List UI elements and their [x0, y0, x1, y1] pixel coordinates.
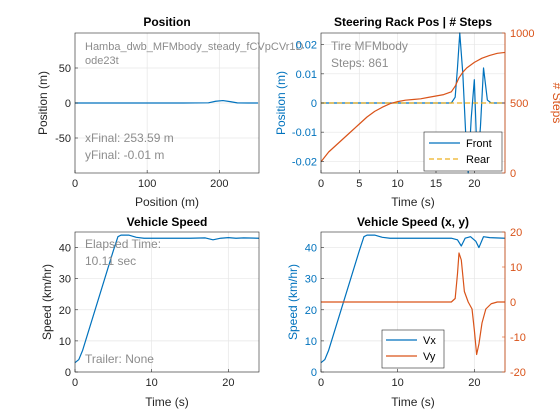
steering-plot-area [320, 32, 506, 174]
position-ytick-label-0: -50 [55, 133, 71, 145]
speed-ytick-label-1: 10 [59, 336, 71, 348]
speed_xy-ytick-right-label-2: 0 [510, 297, 516, 309]
speed-ytick-label-4: 40 [59, 243, 71, 255]
speed-elapsed-value: 10.11 sec [85, 254, 136, 268]
speed_xy-ytick-right-label-4: 20 [510, 227, 522, 239]
speed-series-0 [74, 234, 260, 364]
position-ytick-label-2: 50 [59, 63, 71, 75]
position-plot-area [75, 99, 258, 104]
speedxy-ticks: 0 10 20 0 10 20 30 40 -20 -10 0 10 20 [305, 227, 526, 389]
speed-xtick-label-2: 20 [222, 377, 234, 389]
steering-title: Steering Rack Pos | # Steps [334, 15, 492, 29]
legend-rear-label: Rear [466, 154, 490, 166]
position-ylabel: Position (m) [36, 71, 50, 135]
position-xtick-label-1: 100 [138, 178, 156, 190]
speed_xy-series-vx [320, 234, 506, 364]
speed-axes-box [74, 231, 260, 373]
speed_xy-xtick-label-1: 10 [392, 377, 404, 389]
steering-ytick-label-0: -0.02 [292, 156, 317, 168]
panel-steering: Steering Rack Pos | # Steps 0 5 10 15 20 -0.0… [274, 15, 560, 209]
speed-ytick-label-0: 0 [65, 367, 71, 379]
speed-xtick-label-0: 0 [72, 377, 78, 389]
speed_xy-ytick-right-label-3: 10 [510, 262, 522, 274]
speedxy-ylabel: Speed (km/hr) [286, 264, 300, 340]
legend-front-label: Front [466, 138, 492, 150]
steering-ytick-right-label-2: 1000 [510, 28, 534, 40]
steering-ticks: 0 5 10 15 20 -0.02 -0.01 0 0.01 0.02 0 500 1000 [292, 28, 535, 190]
steering-ytick-label-1: -0.01 [292, 127, 317, 139]
legend-vy-label: Vy [423, 351, 436, 363]
speed_xy-xtick-label-0: 0 [318, 377, 324, 389]
position-xtick-label-2: 200 [210, 178, 228, 190]
position-xtick-label-0: 0 [72, 178, 78, 190]
position-solver-annotation: ode23t [85, 55, 119, 67]
steering-ylabel-left: Position (m) [274, 71, 288, 135]
steering-ytick-label-3: 0.01 [296, 69, 317, 81]
steering-steps-annotation: Steps: 861 [331, 56, 389, 70]
steering-legend: Front Rear [423, 131, 503, 172]
speed-plot-area [74, 234, 260, 364]
steering-series--steps [320, 51, 506, 163]
panel-position: Position 0 100 200 -50 0 50 Hamba_dwb_MFMbody… [36, 15, 304, 209]
speed-ytick-label-3: 30 [59, 274, 71, 286]
speed-ticks: 0 10 20 0 10 20 30 40 [59, 243, 235, 389]
position-xfinal-annotation: xFinal: 253.59 m [85, 131, 174, 145]
steering-xtick-label-4: 20 [468, 178, 480, 190]
speed_xy-ytick-label-4: 40 [305, 243, 317, 255]
speed_xy-ytick-label-1: 10 [305, 336, 317, 348]
speedxy-xlabel: Time (s) [391, 395, 435, 409]
speed-title: Vehicle Speed [127, 215, 208, 229]
steering-ytick-right-label-0: 0 [510, 168, 516, 180]
speedxy-legend: Vx Vy [381, 329, 445, 369]
steering-xtick-label-0: 0 [318, 178, 324, 190]
speed_xy-ytick-label-2: 20 [305, 305, 317, 317]
speed_xy-ytick-right-label-0: -20 [510, 367, 526, 379]
position-xlabel: Position (m) [135, 195, 199, 209]
steering-ylabel-right: # Steps [550, 83, 560, 124]
position-ytick-label-1: 0 [65, 98, 71, 110]
steering-legend-box [423, 131, 503, 172]
position-yfinal-annotation: yFinal: -0.01 m [85, 148, 164, 162]
speedxy-legend-box [381, 329, 445, 369]
steering-xtick-label-1: 5 [356, 178, 362, 190]
speed-trailer-annotation: Trailer: None [85, 352, 154, 366]
legend-vx-label: Vx [423, 335, 436, 347]
steering-series-front [321, 32, 505, 174]
speed-ytick-label-2: 20 [59, 305, 71, 317]
speedxy-title: Vehicle Speed (x, y) [357, 215, 469, 229]
steering-xlabel: Time (s) [391, 195, 435, 209]
speed-xlabel: Time (s) [145, 395, 189, 409]
steering-xtick-label-3: 15 [430, 178, 442, 190]
speed_xy-ytick-right-label-1: -10 [510, 332, 526, 344]
panel-speed: Vehicle Speed 0 10 20 0 10 20 30 40 Elapsed Tim… [40, 215, 260, 409]
speedxy-plot-area [320, 234, 506, 364]
position-series-0 [75, 99, 258, 104]
steering-ytick-right-label-1: 500 [510, 98, 528, 110]
position-file-annotation: Hamba_dwb_MFMbody_steady_fCVpCVr1D [85, 41, 304, 53]
position-ticks: 0 100 200 -50 0 50 [55, 63, 228, 190]
speed_xy-series-vy [321, 252, 505, 356]
speed-xtick-label-1: 10 [146, 377, 158, 389]
speed_xy-xtick-label-2: 20 [468, 377, 480, 389]
speed_xy-ytick-label-3: 30 [305, 274, 317, 286]
speed_xy-ytick-label-0: 0 [311, 367, 317, 379]
speed-ylabel: Speed (km/hr) [40, 264, 54, 340]
steering-ytick-label-4: 0.02 [296, 40, 317, 52]
steering-tire-annotation: Tire MFMbody [331, 39, 408, 53]
steering-xtick-label-2: 10 [392, 178, 404, 190]
panel-speed-xy: Vehicle Speed (x, y) 0 10 20 0 10 20 30 40 -20 -1… [286, 215, 526, 409]
position-title: Position [143, 15, 190, 29]
steering-ytick-label-2: 0 [311, 98, 317, 110]
speed-elapsed-label: Elapsed Time: [85, 237, 161, 251]
